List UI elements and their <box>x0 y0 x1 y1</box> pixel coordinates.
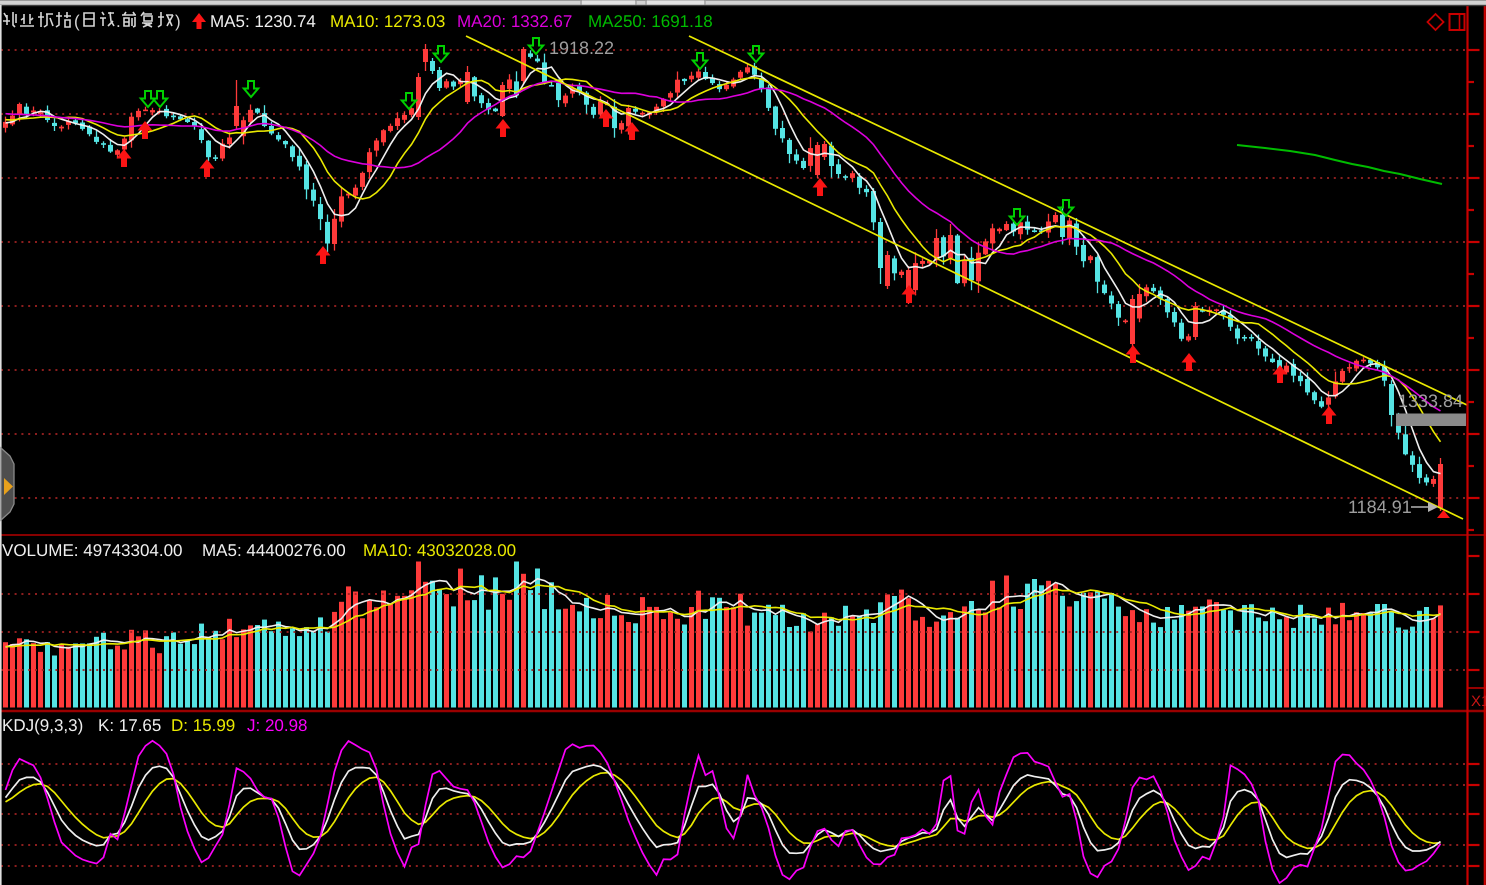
svg-text:1333.84: 1333.84 <box>1398 391 1463 411</box>
svg-text:): ) <box>175 12 181 31</box>
svg-text:MA10: 1273.03: MA10: 1273.03 <box>330 12 445 31</box>
svg-text:J: 20.98: J: 20.98 <box>247 716 308 735</box>
svg-text:MA250: 1691.18: MA250: 1691.18 <box>588 12 713 31</box>
svg-text:D: 15.99: D: 15.99 <box>171 716 235 735</box>
svg-text:MA20: 1332.67: MA20: 1332.67 <box>457 12 572 31</box>
svg-text:(: ( <box>74 12 80 31</box>
svg-text:VOLUME: 49743304.00: VOLUME: 49743304.00 <box>2 541 183 560</box>
svg-text:MA5: 1230.74: MA5: 1230.74 <box>210 12 316 31</box>
svg-text:KDJ(9,3,3): KDJ(9,3,3) <box>2 716 83 735</box>
svg-text:1184.91: 1184.91 <box>1348 497 1412 517</box>
svg-text:.: . <box>116 12 121 31</box>
svg-text:K: 17.65: K: 17.65 <box>98 716 161 735</box>
svg-text:MA5: 44400276.00: MA5: 44400276.00 <box>202 541 346 560</box>
svg-text:1918.22: 1918.22 <box>549 38 614 58</box>
svg-text:MA10: 43032028.00: MA10: 43032028.00 <box>363 541 516 560</box>
svg-text:X1: X1 <box>1471 693 1486 710</box>
